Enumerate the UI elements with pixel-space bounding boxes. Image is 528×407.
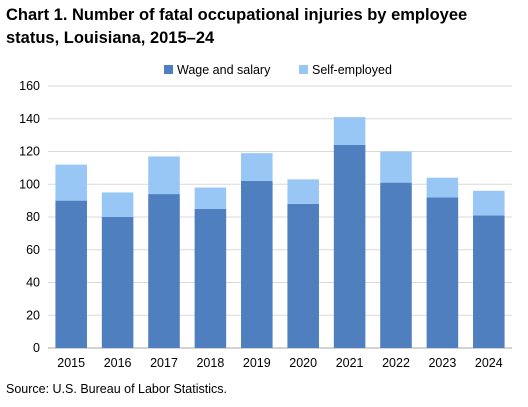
bar-segment — [380, 182, 412, 348]
y-tick-label: 60 — [26, 243, 40, 257]
x-tick-label: 2017 — [150, 356, 178, 370]
x-tick-label: 2022 — [382, 356, 410, 370]
bar-segment — [333, 144, 366, 348]
y-tick-label: 140 — [19, 112, 40, 126]
bars — [55, 117, 505, 348]
y-tick-label: 20 — [26, 308, 40, 322]
bar-segment — [473, 215, 505, 348]
y-tick-label: 0 — [33, 341, 40, 355]
x-tick-label: 2023 — [428, 356, 456, 370]
bar-segment — [241, 153, 273, 181]
x-tick-label: 2018 — [196, 356, 224, 370]
bar-segment — [55, 200, 87, 348]
bar-segment — [333, 117, 366, 145]
legend: Wage and salary Self-employed — [164, 63, 392, 77]
source-note: Source: U.S. Bureau of Labor Statistics. — [6, 382, 227, 396]
bar-segment — [101, 192, 134, 217]
y-tick-label: 80 — [26, 210, 40, 224]
y-tick-label: 40 — [26, 276, 40, 290]
chart-title: Chart 1. Number of fatal occupational in… — [6, 6, 468, 47]
bar-segment — [194, 187, 227, 209]
bar-segment — [426, 197, 459, 348]
y-tick-label: 100 — [19, 177, 40, 191]
x-tick-label: 2016 — [104, 356, 132, 370]
bar-segment — [426, 177, 459, 198]
bar-segment — [473, 190, 505, 216]
legend-label: Self-employed — [312, 63, 392, 77]
bar-segment — [148, 156, 180, 195]
bar-segment — [380, 151, 412, 183]
y-tick-label: 120 — [19, 145, 40, 159]
x-tick-label: 2021 — [336, 356, 364, 370]
bar-segment — [101, 217, 134, 348]
legend-swatch — [164, 65, 173, 74]
legend-swatch — [299, 65, 308, 74]
bar-segment — [287, 179, 319, 204]
legend-label: Wage and salary — [177, 63, 271, 77]
x-tick-label: 2015 — [57, 356, 85, 370]
bar-segment — [55, 164, 87, 201]
x-tick-label: 2019 — [243, 356, 271, 370]
bar-segment — [194, 208, 227, 348]
x-axis: 2015 2016 2017 2018 2019 2020 2021 2022 2023 2024 — [57, 356, 502, 370]
x-tick-label: 2024 — [475, 356, 503, 370]
bar-segment — [287, 203, 319, 348]
y-axis: 0 20 40 60 80 100 120 140 160 — [19, 79, 40, 355]
x-tick-label: 2020 — [289, 356, 317, 370]
bar-segment — [241, 180, 273, 348]
bar-segment — [148, 194, 180, 348]
y-tick-label: 160 — [19, 79, 40, 93]
